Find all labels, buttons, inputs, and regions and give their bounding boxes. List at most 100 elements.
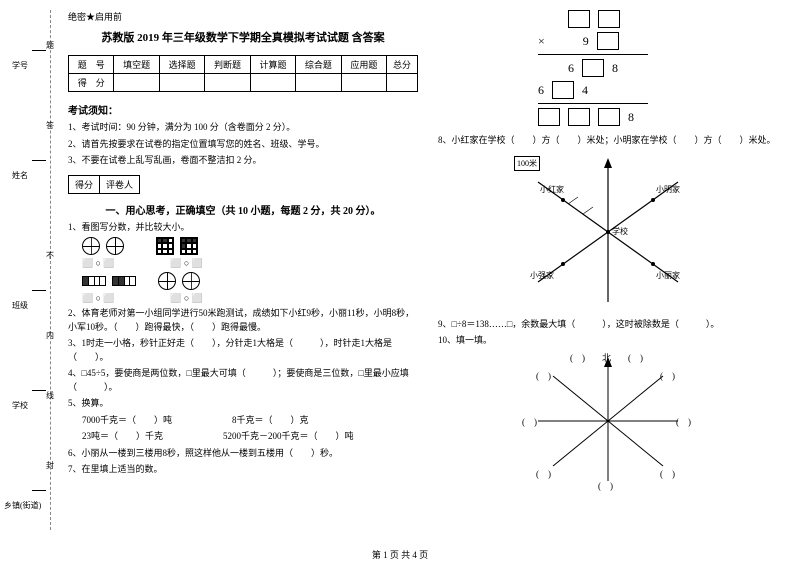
blank-box[interactable]	[568, 108, 590, 126]
cell[interactable]	[205, 74, 250, 92]
map-label-school: 学校	[612, 226, 628, 237]
mult-sign: ×	[538, 34, 545, 49]
margin-label-name: 姓名	[12, 170, 28, 181]
scorer-name: 评卷人	[99, 176, 139, 193]
hr	[538, 54, 648, 55]
digit: 6	[538, 83, 544, 98]
margin-label-township: 乡镇(街道)	[4, 500, 41, 511]
fold-text: 封	[46, 460, 54, 471]
scale-label: 100米	[514, 156, 540, 171]
cell[interactable]	[114, 74, 159, 92]
notice-line: 2、请首先按要求在试卷的指定位置填写您的姓名、班级、学号。	[68, 138, 418, 152]
question-4: 4、□45÷5，要使商是两位数，□里最大可填（ ）；要使商是三位数，□里最小应填…	[68, 367, 418, 394]
rect-icon	[112, 276, 136, 286]
compass-blank: ( )	[628, 351, 643, 364]
question-6: 6、小丽从一楼到三楼用8秒，照这样他从一楼到五楼用（ ）秒。	[68, 447, 418, 461]
question-9: 9、□÷8＝138……□，余数最大填（ ），这时被除数是（ ）。	[438, 318, 778, 332]
score-table: 题 号 填空题 选择题 判断题 计算题 综合题 应用题 总分 得 分	[68, 55, 418, 92]
fold-text: 内	[46, 330, 54, 341]
multiplication-block: × 9 6 8 6 4 8	[538, 10, 778, 126]
q5d: 5200千克－200千克＝（ ）吨	[223, 430, 354, 444]
blank-box[interactable]	[568, 10, 590, 28]
blank-box[interactable]	[538, 108, 560, 126]
compass-diagram: ( ) 北 ( ) ( ) ( ) ( ) ( ) ( ) ( ) ( )	[518, 351, 698, 491]
fold-line	[50, 10, 51, 530]
table-row: 题 号 填空题 选择题 判断题 计算题 综合题 应用题 总分	[69, 56, 418, 74]
compass-blank: ( )	[660, 369, 675, 382]
compass-blank: ( )	[660, 467, 675, 480]
cell: 应用题	[341, 56, 386, 74]
margin-underline	[32, 290, 46, 291]
margin-label-class: 班级	[12, 300, 28, 311]
map-svg	[508, 152, 708, 312]
q5a: 7000千克＝（ ）吨	[82, 414, 172, 428]
blank-box[interactable]	[598, 108, 620, 126]
notice-line: 1、考试时间：90 分钟，满分为 100 分（含卷面分 2 分）。	[68, 121, 418, 135]
cell[interactable]	[296, 74, 341, 92]
cell: 填空题	[114, 56, 159, 74]
margin-label-school: 学校	[12, 400, 28, 411]
blank-box[interactable]	[552, 81, 574, 99]
compass-blank: ( )	[598, 479, 613, 492]
map-diagram: 100米 小红家 小明家 学校 小强家 小丽家	[508, 152, 708, 312]
section-heading: 一、用心思考，正确填空（共 10 小题，每题 2 分，共 20 分）。	[68, 202, 418, 217]
cell: 综合题	[296, 56, 341, 74]
fraction-blank-row: ⬜ ○ ⬜⬜ ○ ⬜	[82, 258, 418, 269]
compass-north: 北	[602, 351, 611, 364]
question-3: 3、1时走一小格，秒针正好走（ ），分针走1大格是（ ），时针走1大格是（ ）。	[68, 337, 418, 364]
fold-text: 不	[46, 250, 54, 261]
grid-icon	[180, 237, 198, 255]
cell: 计算题	[250, 56, 295, 74]
map-label-hong: 小红家	[540, 184, 564, 195]
question-2: 2、体育老师对第一小组同学进行50米跑测试，成绩如下小红9秒，小丽11秒，小明8…	[68, 307, 418, 334]
secret-label: 绝密★启用前	[68, 10, 418, 23]
cell: 题 号	[69, 56, 114, 74]
grid-icon	[156, 237, 174, 255]
cell[interactable]	[341, 74, 386, 92]
question-1: 1、看图写分数，并比较大小。	[68, 221, 418, 235]
circle-icon	[158, 272, 176, 290]
blank-box[interactable]	[582, 59, 604, 77]
compass-blank: ( )	[536, 369, 551, 382]
fraction-row	[82, 237, 418, 255]
margin-underline	[32, 50, 46, 51]
cell: 选择题	[159, 56, 204, 74]
circle-icon	[82, 237, 100, 255]
q5c: 23吨＝（ ）千克	[82, 430, 163, 444]
compass-blank: ( )	[676, 415, 691, 428]
question-5-row: 23吨＝（ ）千克 5200千克－200千克＝（ ）吨	[68, 430, 418, 444]
notice-heading: 考试须知：	[68, 102, 418, 117]
question-5-row: 7000千克＝（ ）吨 8千克＝（ ）克	[68, 414, 418, 428]
map-label-li: 小丽家	[656, 270, 680, 281]
margin-underline	[32, 390, 46, 391]
fold-text: 线	[46, 390, 54, 401]
map-label-qiang: 小强家	[530, 270, 554, 281]
fold-text: 题	[46, 40, 54, 51]
left-column: 绝密★启用前 苏教版 2019 年三年级数学下学期全真模拟考试试题 含答案 题 …	[60, 0, 430, 540]
question-5: 5、换算。	[68, 397, 418, 411]
fold-text: 答	[46, 120, 54, 131]
margin-underline	[32, 160, 46, 161]
right-column: × 9 6 8 6 4 8	[430, 0, 790, 540]
cell: 判断题	[205, 56, 250, 74]
rect-icon	[82, 276, 106, 286]
blank-box[interactable]	[598, 10, 620, 28]
map-label-ming: 小明家	[656, 184, 680, 195]
digit: 8	[612, 61, 618, 76]
question-8: 8、小红家在学校（ ）方（ ）米处；小明家在学校（ ）方（ ）米处。	[438, 134, 778, 148]
cell[interactable]	[159, 74, 204, 92]
question-7: 7、在里填上适当的数。	[68, 463, 418, 477]
cell: 总分	[387, 56, 418, 74]
fraction-blank-row: ⬜ ○ ⬜⬜ ○ ⬜	[82, 293, 418, 304]
scorer-score: 得分	[69, 176, 99, 193]
blank-box[interactable]	[597, 32, 619, 50]
scorer-box: 得分评卷人	[68, 175, 140, 194]
digit: 6	[568, 61, 574, 76]
table-row: 得 分	[69, 74, 418, 92]
cell[interactable]	[387, 74, 418, 92]
q5b: 8千克＝（ ）克	[232, 414, 309, 428]
fraction-row	[82, 272, 418, 290]
hr	[538, 103, 648, 104]
cell[interactable]	[250, 74, 295, 92]
cell: 得 分	[69, 74, 114, 92]
